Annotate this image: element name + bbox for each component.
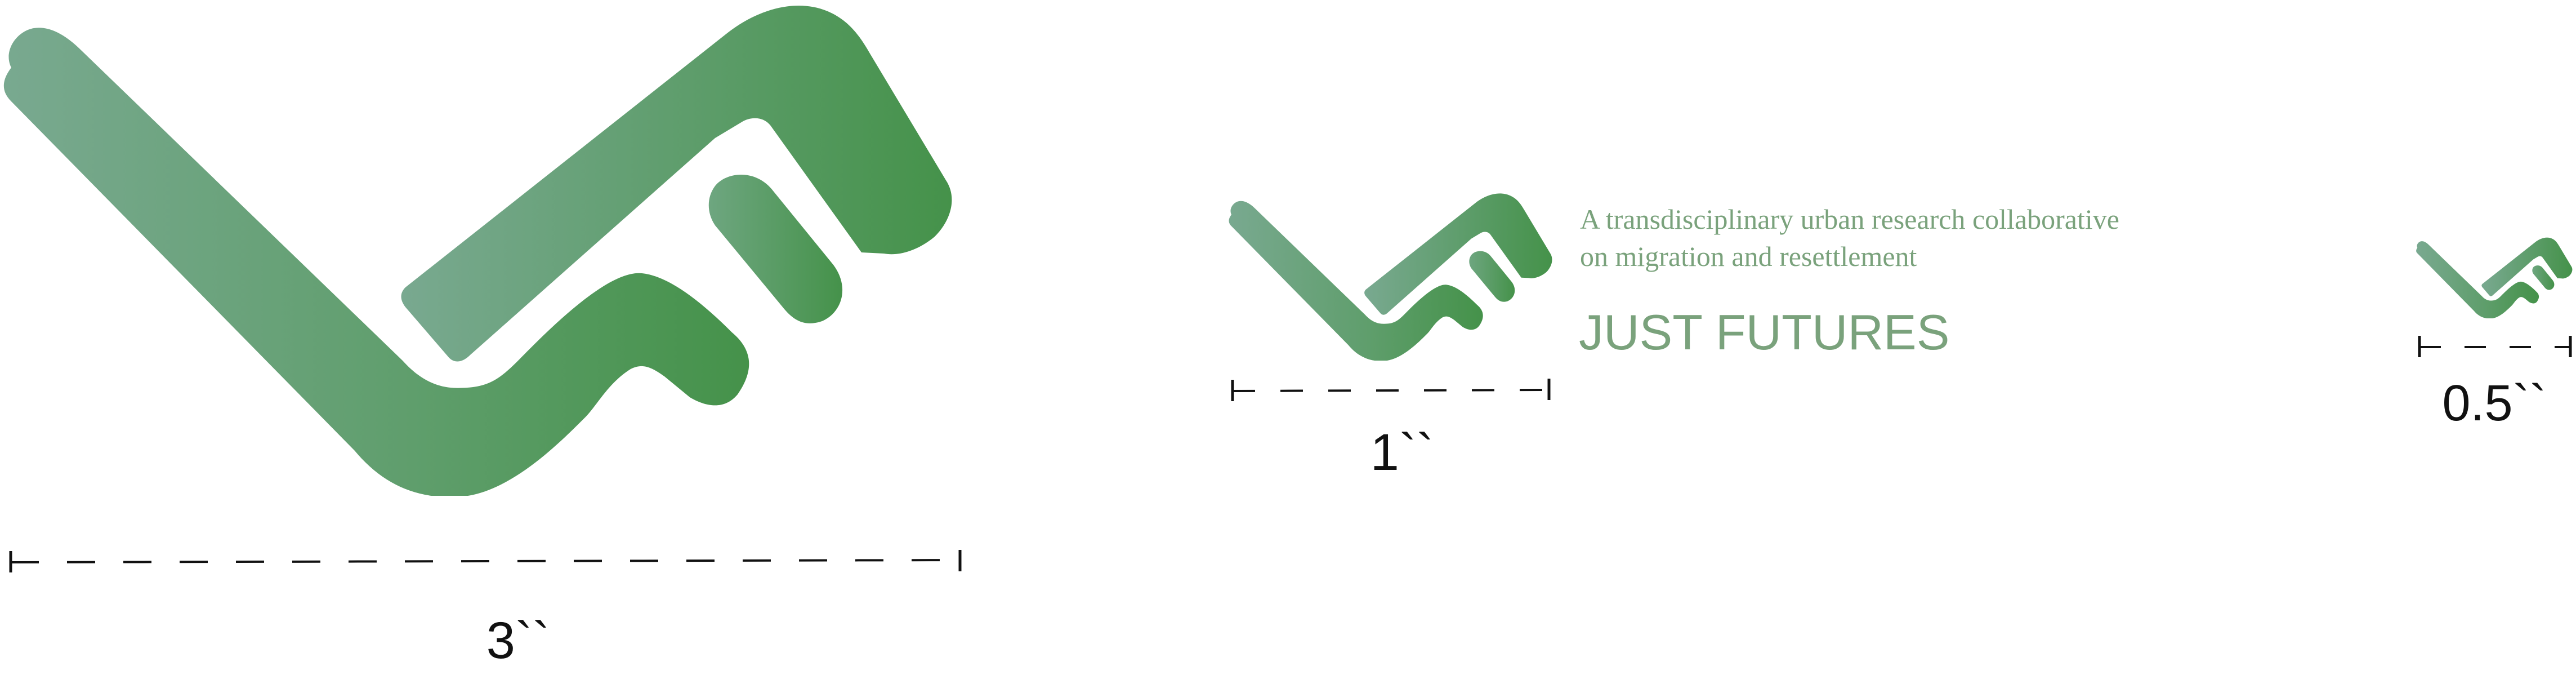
logo-small: [2416, 237, 2573, 318]
scale-bar-large: [8, 548, 966, 576]
scale-bar-small: [2417, 334, 2575, 362]
scale-bar-medium: [1230, 376, 1557, 405]
tagline-line-1: A transdisciplinary urban research colla…: [1580, 203, 2119, 235]
size-label-large: 3``: [486, 612, 550, 669]
tagline: A transdisciplinary urban research colla…: [1580, 201, 2119, 275]
dimension-line-icon: [9, 550, 962, 572]
dimension-line-icon: [1231, 379, 1551, 401]
dimension-line-icon: [2418, 336, 2572, 357]
logo-medium: [1227, 192, 1554, 361]
logo-mark-icon: [2416, 237, 2573, 318]
brand-name: JUST FUTURES: [1579, 304, 1950, 360]
logo-mark-icon: [3, 5, 952, 496]
tagline-line-2: on migration and resettlement: [1580, 241, 1917, 272]
logo-large: [0, 0, 957, 496]
size-label-small: 0.5``: [2442, 375, 2547, 432]
logo-mark-icon: [1229, 193, 1552, 361]
size-label-medium: 1``: [1370, 424, 1434, 481]
